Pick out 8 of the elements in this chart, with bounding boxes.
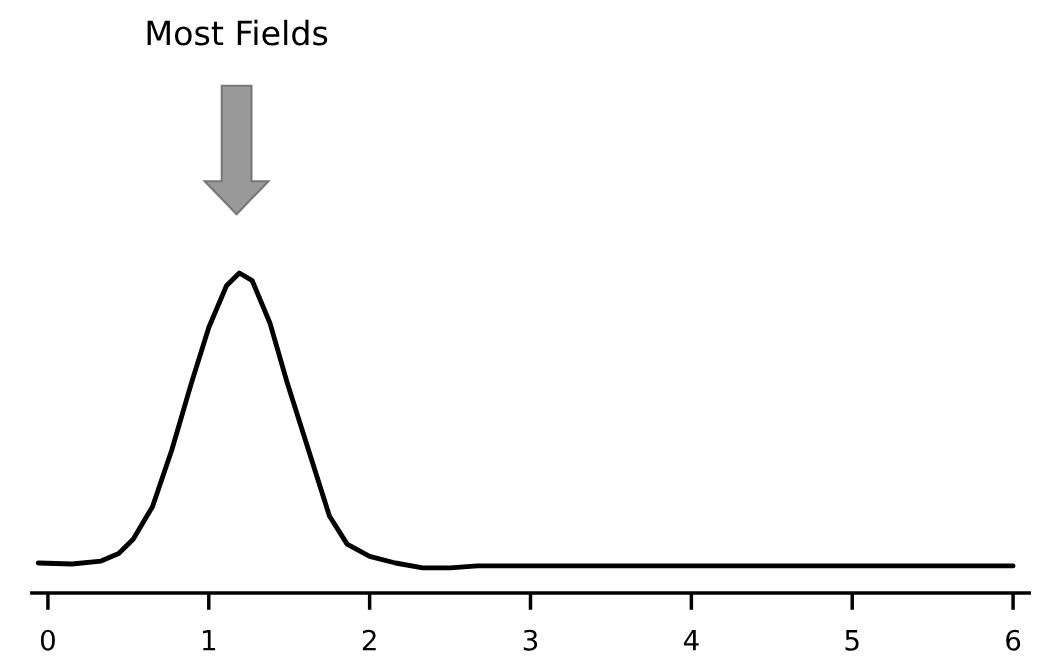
x-tick-label: 3	[523, 629, 538, 651]
x-tick-label: 2	[362, 629, 376, 651]
x-tick-label: 6	[1006, 629, 1021, 651]
x-tick-label: 5	[845, 630, 859, 651]
x-tick-label: 1	[202, 630, 216, 651]
x-tick-label: 4	[683, 630, 699, 651]
text: Most Fields	[147, 19, 328, 46]
x-tick-label: 0	[40, 629, 55, 651]
